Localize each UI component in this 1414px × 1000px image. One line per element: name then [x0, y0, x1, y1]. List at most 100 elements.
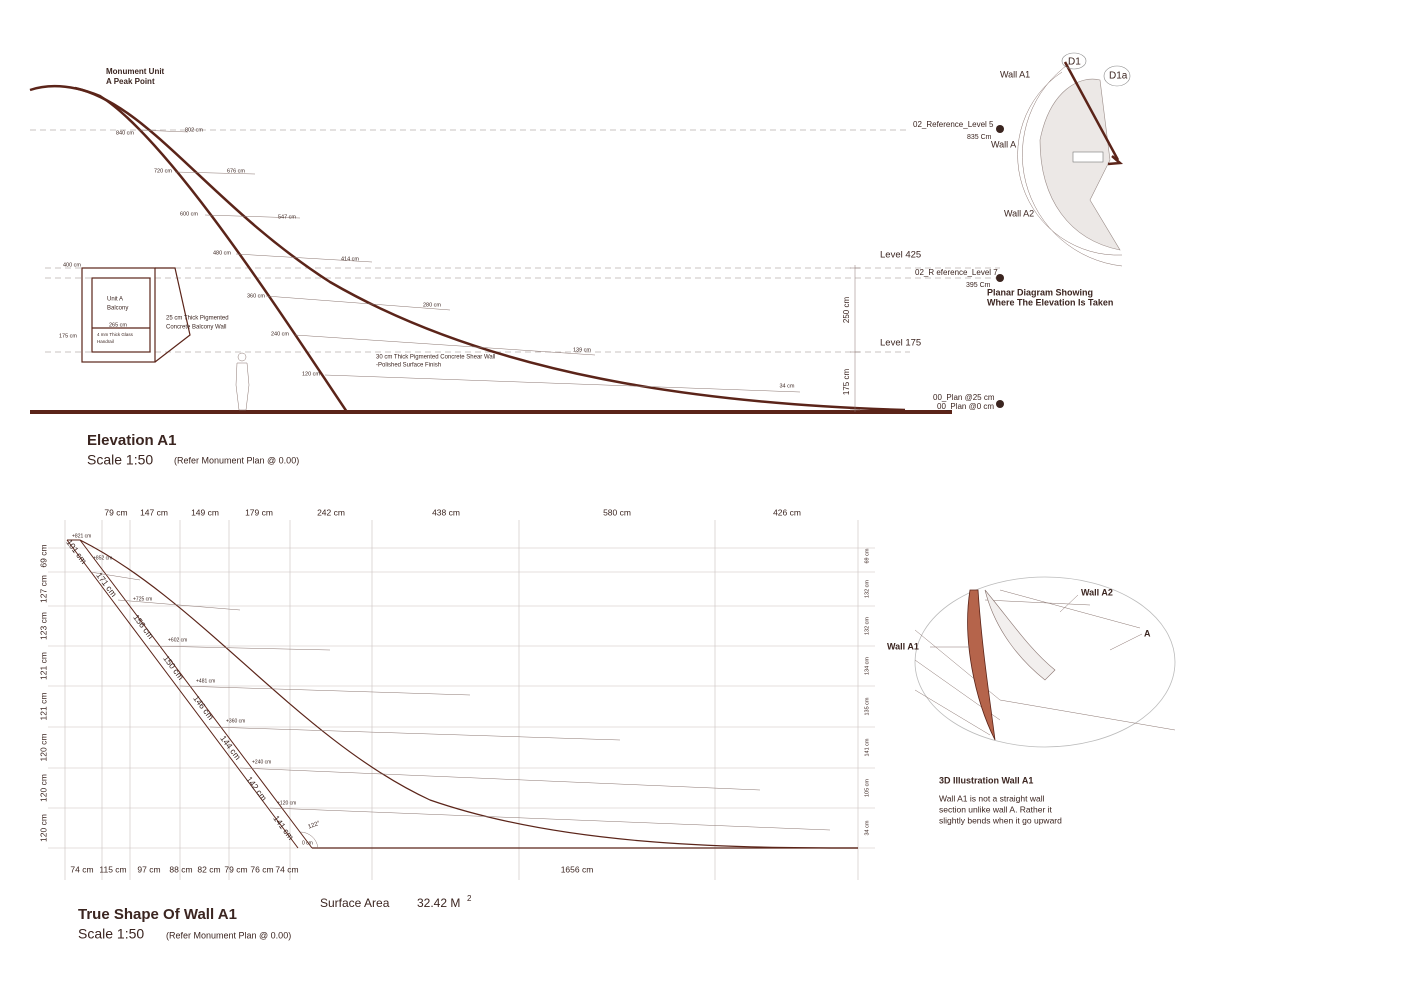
height-label: +725 cm: [133, 596, 152, 602]
plan-label: Wall A: [991, 139, 1016, 149]
height-label: 0 cm: [302, 840, 313, 846]
dimension: 69 cm: [38, 544, 48, 567]
angle-label: 122°: [307, 820, 321, 830]
dimension: 141 cm: [864, 738, 870, 756]
area-label: Surface Area: [320, 896, 390, 910]
height-label: +821 cm: [72, 533, 91, 539]
shear-wall-label: -Polished Surface Finish: [376, 363, 441, 369]
angle-arc: [299, 831, 319, 849]
dimension: 1656 cm: [561, 864, 594, 874]
dimension: 79 cm: [104, 507, 127, 517]
peak-label: Monument Unit: [106, 67, 165, 76]
dimension: 580 cm: [603, 507, 631, 517]
plan-label: Wall A1: [1000, 69, 1030, 79]
dimension: 600 cm: [180, 211, 198, 217]
dimension: 438 cm: [432, 507, 460, 517]
section-title: Elevation A1: [87, 432, 176, 449]
shear-wall-label: 30 cm Thick Pigmented Concrete Shear Wal…: [376, 355, 495, 361]
vertical-dimension: [850, 265, 860, 412]
dimension: 242 cm: [317, 507, 345, 517]
dimension: 676 cm: [227, 168, 245, 174]
illustration-3d: [914, 576, 1176, 748]
level-label: Level 175: [880, 338, 921, 349]
dimension: 280 cm: [423, 302, 441, 308]
caption: Where The Elevation Is Taken: [987, 297, 1113, 307]
planar-diagram: [1017, 52, 1131, 267]
section-arrow: [1063, 61, 1124, 166]
dimension: 120 cm: [38, 734, 48, 762]
plan-label: Wall A2: [1004, 208, 1034, 218]
height-label: +360 cm: [226, 718, 245, 724]
true-shape: [48, 520, 875, 880]
wall-edge: [66, 539, 313, 849]
area-value: 32.42 M: [417, 896, 460, 910]
reference: (Refer Monument Plan @ 0.00): [174, 455, 299, 465]
plan-wall: [1072, 151, 1104, 163]
scale: Scale 1:50: [78, 926, 144, 942]
section-title: True Shape Of Wall A1: [78, 906, 237, 923]
dimension: 97 cm: [137, 864, 160, 874]
dimension: 480 cm: [213, 250, 231, 256]
wall-label: A: [1144, 628, 1151, 638]
illustration-title: 3D Illustration Wall A1: [939, 775, 1033, 785]
dimension: 179 cm: [245, 507, 273, 517]
dimension: 360 cm: [247, 293, 265, 299]
marker-bubble: [1103, 65, 1131, 87]
dimension: 426 cm: [773, 507, 801, 517]
illustration-text: section unlike wall A. Rather it: [939, 804, 1053, 814]
dimension: 34 cm: [864, 820, 870, 835]
height-label: +120 cm: [277, 800, 296, 806]
balcony-label: Balcony: [107, 306, 128, 312]
wall-label: Concrete Balcony Wall: [166, 325, 226, 331]
dimension: 69 cm: [864, 548, 870, 563]
dimension: 175 cm: [842, 369, 851, 396]
dimension: 74 cm: [275, 864, 298, 874]
dimension: 121 cm: [38, 652, 48, 680]
level-label: Level 425: [880, 250, 921, 261]
height-label: +852 cm: [93, 555, 112, 561]
dimension: 105 cm: [864, 779, 870, 797]
dimension: 132 cm: [864, 617, 870, 635]
wall-edge-steep: [29, 84, 349, 413]
dimension: 135 cm: [864, 697, 870, 715]
dimension: 547 cm: [278, 214, 296, 220]
wall-a1-3d: [967, 589, 996, 741]
balcony: [81, 267, 191, 363]
height-label: +240 cm: [252, 759, 271, 765]
dimension: 840 cm: [116, 130, 134, 136]
dimension: 123 cm: [38, 612, 48, 640]
level-label: 00_Plan @0 cm: [937, 402, 994, 411]
dimension: 79 cm: [224, 864, 247, 874]
illustration-text: slightly bends when it go upward: [939, 815, 1062, 825]
dimension: 88 cm: [169, 864, 192, 874]
handrail-label: Handrail: [97, 339, 114, 344]
dimension: 149 cm: [191, 507, 219, 517]
elevation: [29, 84, 1004, 414]
plan-hatch: [1039, 78, 1121, 251]
peak-label: A Peak Point: [106, 77, 155, 86]
plan-label: D1: [1068, 57, 1081, 68]
dimension: 34 cm: [780, 383, 795, 389]
level-label: 835 Cm: [967, 134, 992, 141]
dimension: 115 cm: [99, 864, 126, 874]
dimension: 132 cm: [864, 580, 870, 598]
dimension: 720 cm: [154, 168, 172, 174]
level-label: 00_Plan @25 cm: [933, 393, 995, 402]
leader-lines: [137, 129, 801, 393]
dimension: 250 cm: [842, 297, 851, 324]
wall-label: Wall A1: [887, 641, 919, 651]
handrail-label: 4 mm Thick Glass: [97, 332, 134, 337]
level-label: 395 Cm: [966, 282, 991, 289]
dimension: 127 cm: [38, 575, 48, 603]
dimension: 121 cm: [38, 693, 48, 721]
level-label: 02_R eference_Level 7: [915, 268, 998, 277]
dimension: 74 cm: [70, 864, 93, 874]
balcony-label: Unit A: [107, 297, 123, 303]
dimension: 76 cm: [250, 864, 273, 874]
wall-curve: [79, 539, 859, 849]
leader-line: [209, 726, 621, 741]
leader-line: [89, 571, 141, 581]
wall-label: 25 cm Thick Pigmented: [166, 316, 229, 322]
dimension: 147 cm: [140, 507, 168, 517]
